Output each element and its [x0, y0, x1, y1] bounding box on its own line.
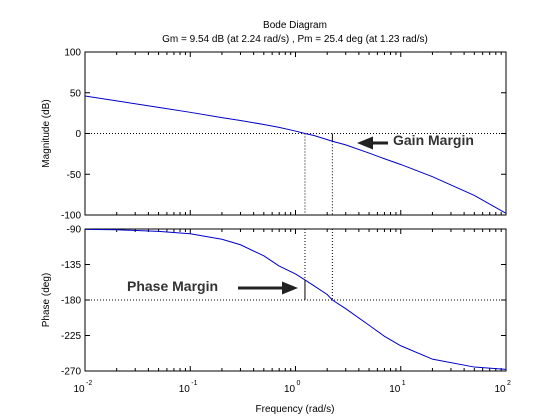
phase-y-tick-label: -225: [61, 331, 81, 342]
phase-ticks: -90 -135 -180 -225 -270: [61, 225, 506, 378]
chart-title: Bode Diagram: [263, 20, 327, 31]
chart-subtitle: Gm = 9.54 dB (at 2.24 rad/s) , Pm = 25.4…: [162, 34, 428, 45]
x-tick-base: 10: [284, 384, 296, 395]
x-tick-label: 101: [389, 380, 406, 395]
x-tick-label: 102: [494, 380, 511, 395]
magnitude-reference-lines: [85, 133, 506, 215]
magnitude-ticks: 100 50 0 -50 -100: [61, 48, 506, 222]
x-tick-label: 100: [284, 380, 301, 395]
x-tick-exponent: 0: [297, 380, 301, 387]
phase-y-tick-label: -135: [61, 260, 81, 271]
phase-margin-annotation: Phase Margin: [127, 278, 298, 295]
magnitude-y-axis-label: Magnitude (dB): [41, 99, 52, 167]
x-tick-label: 10-1: [179, 380, 198, 395]
x-tick-exponent: 1: [402, 380, 406, 387]
magnitude-y-tick-label: 0: [75, 129, 81, 140]
x-tick-base: 10: [179, 384, 191, 395]
phase-y-axis-label: Phase (deg): [41, 273, 52, 327]
x-tick-exponent: -2: [86, 380, 92, 387]
phase-y-tick-label: -270: [61, 367, 81, 378]
x-tick-base: 10: [73, 384, 85, 395]
phase-reference-lines: [85, 229, 506, 301]
magnitude-y-tick-label: -100: [61, 211, 81, 222]
x-tick-label: 10-2: [73, 380, 92, 395]
x-tick-base: 10: [389, 384, 401, 395]
x-axis-label: Frequency (rad/s): [256, 404, 335, 415]
magnitude-y-tick-label: 100: [64, 48, 81, 59]
x-tick-exponent: 2: [507, 380, 511, 387]
magnitude-y-tick-label: 50: [70, 88, 82, 99]
phase-y-tick-label: -180: [61, 296, 81, 307]
magnitude-y-tick-label: -50: [67, 170, 82, 181]
gain-margin-arrow-icon: [357, 136, 373, 150]
gain-margin-label: Gain Margin: [393, 132, 474, 148]
x-tick-base: 10: [494, 384, 506, 395]
phase-series-line: [85, 229, 506, 370]
phase-y-tick-label: -90: [67, 225, 82, 236]
gain-margin-annotation: Gain Margin: [357, 132, 474, 150]
x-tick-exponent: -1: [191, 380, 197, 387]
phase-margin-label: Phase Margin: [127, 278, 218, 294]
magnitude-series-line: [85, 95, 506, 214]
phase-margin-arrow-icon: [282, 281, 298, 295]
